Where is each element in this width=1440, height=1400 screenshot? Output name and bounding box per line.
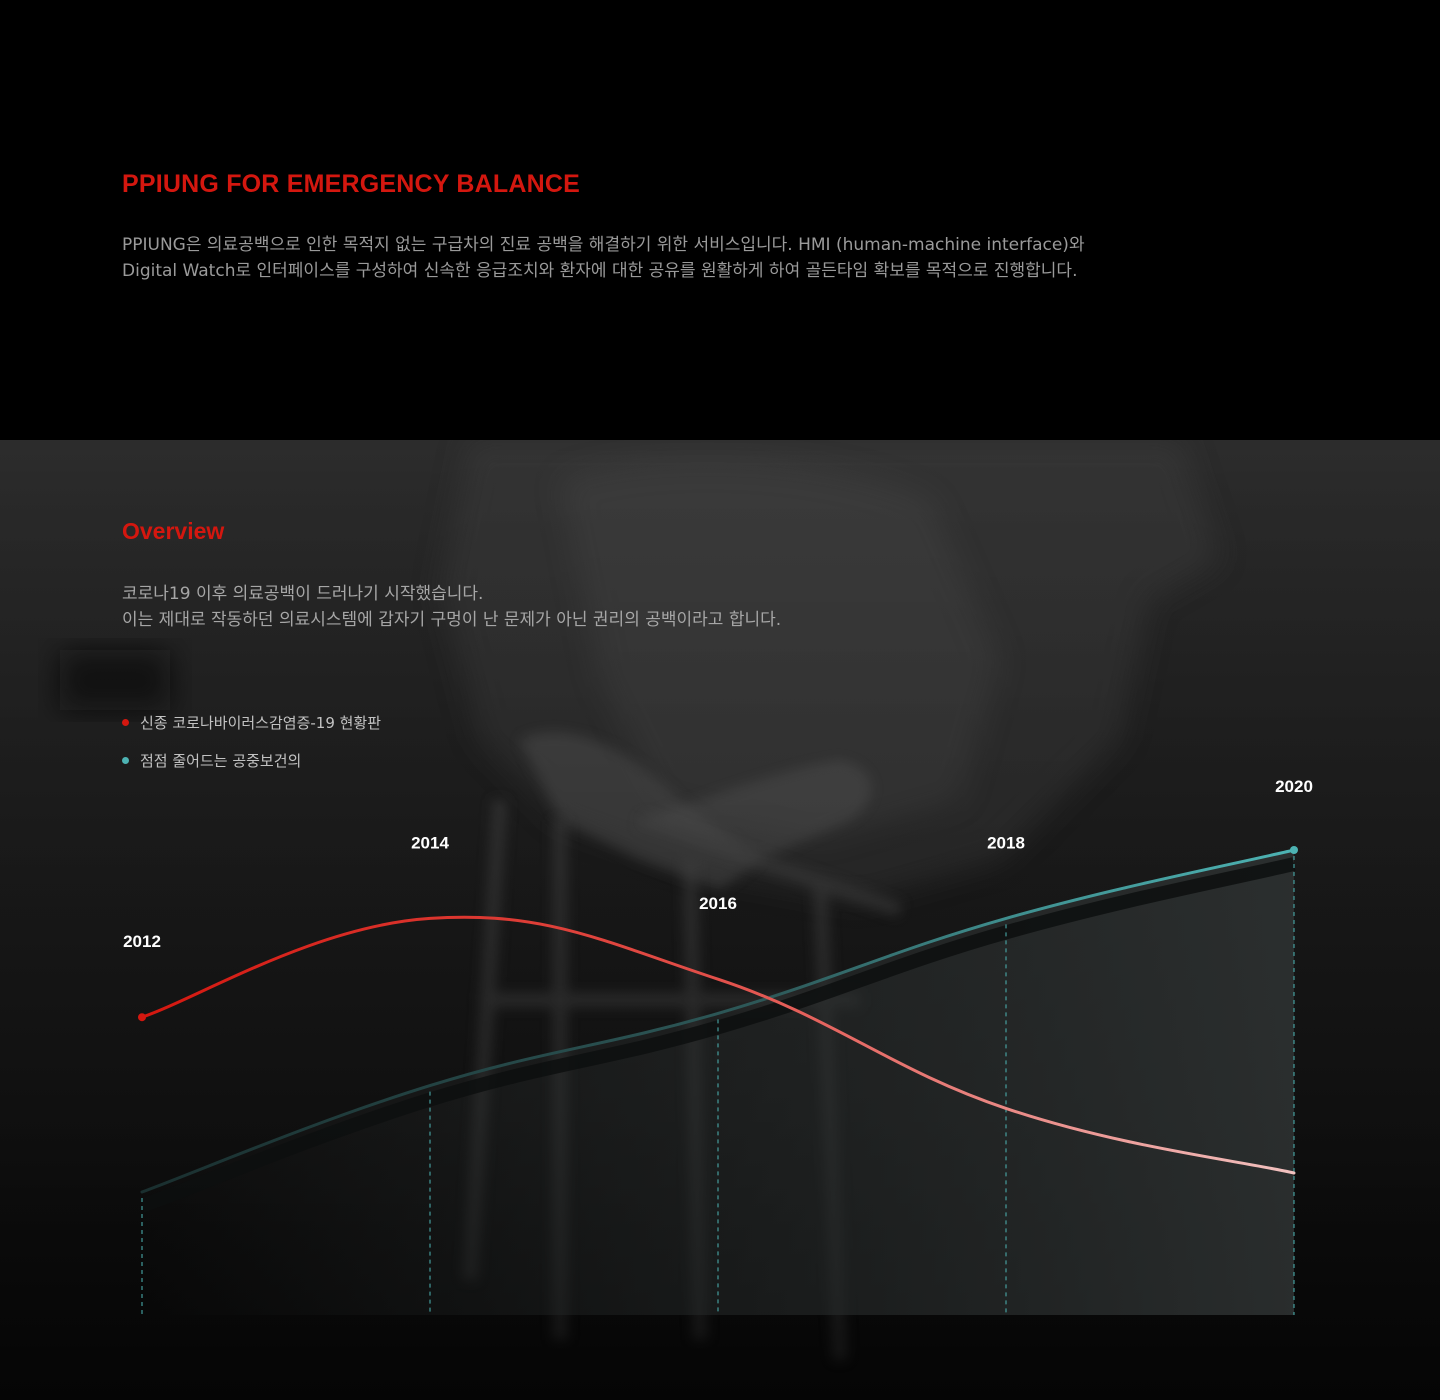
intro-description-line: Digital Watch로 인터페이스를 구성하여 신속한 응급조치와 환자에… (122, 261, 1078, 281)
year-label-2012: 2012 (123, 932, 161, 951)
overview-description-line: 코로나19 이후 의료공백이 드러나기 시작했습니다. (122, 584, 484, 604)
chart-legend: 신종 코로나바이러스감염증-19 현황판 점점 줄어드는 공중보건의 (122, 710, 381, 786)
overview-description-line: 이는 제대로 작동하던 의료시스템에 갑자기 구멍이 난 문제가 아닌 권리의 … (122, 610, 782, 630)
overview-title: Overview (122, 518, 225, 544)
year-label-2016: 2016 (699, 894, 737, 913)
legend-dot-icon (122, 718, 129, 726)
intro-title: PPIUNG FOR EMERGENCY BALANCE (122, 170, 580, 198)
legend-item-doctors: 점점 줄어드는 공중보건의 (122, 748, 381, 772)
intro-section: PPIUNG FOR EMERGENCY BALANCE PPIUNG은 의료공… (0, 0, 1440, 440)
series-line-doctors (140, 848, 1296, 1194)
overview-description: 코로나19 이후 의료공백이 드러나기 시작했습니다. 이는 제대로 작동하던 … (122, 581, 781, 633)
year-label-2020: 2020 (1275, 777, 1313, 796)
series-line-covid (140, 915, 1296, 1175)
legend-item-covid: 신종 코로나바이러스감염증-19 현황판 (122, 710, 381, 734)
trend-chart: 2012 2014 2016 2018 2020 (123, 777, 1313, 1315)
year-label-2018: 2018 (987, 833, 1025, 852)
intro-description-line: PPIUNG은 의료공백으로 인한 목적지 없는 구급차의 진료 공백을 해결하… (122, 235, 1085, 255)
series-point-covid-start (138, 1013, 146, 1022)
series-point-doctors-end (1290, 846, 1298, 854)
legend-label: 점점 줄어드는 공중보건의 (140, 751, 302, 770)
intro-description: PPIUNG은 의료공백으로 인한 목적지 없는 구급차의 진료 공백을 해결하… (122, 232, 1272, 284)
year-label-2014: 2014 (411, 833, 449, 852)
overview-section: Overview 코로나19 이후 의료공백이 드러나기 시작했습니다. 이는 … (0, 440, 1440, 1400)
legend-dot-icon (122, 756, 129, 764)
legend-label: 신종 코로나바이러스감염증-19 현황판 (140, 713, 382, 732)
